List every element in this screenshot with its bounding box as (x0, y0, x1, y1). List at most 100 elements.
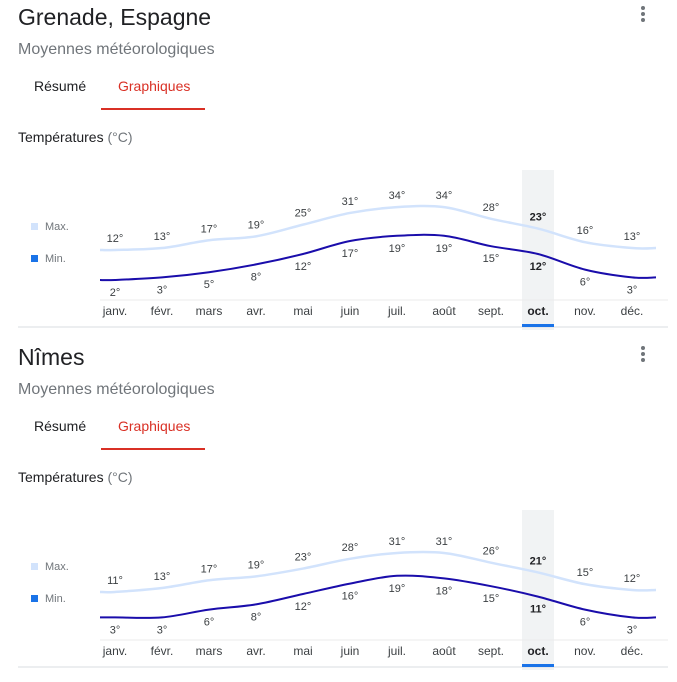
x-tick-label: oct. (527, 304, 548, 318)
data-label-min: 8° (251, 271, 262, 283)
x-tick-label: sept. (478, 304, 504, 318)
card-subtitle: Moyennes météorologiques (18, 381, 215, 398)
legend-label-min: Min. (45, 253, 66, 265)
x-tick-label: mars (196, 644, 223, 658)
data-label-min: 16° (342, 591, 359, 603)
highlight-column (522, 170, 554, 330)
highlight-column (522, 510, 554, 670)
data-label-max: 25° (295, 208, 312, 220)
data-label-min: 15° (483, 593, 500, 605)
x-tick-label: nov. (574, 644, 596, 658)
chart-legend: Max. Min. (31, 561, 69, 605)
x-tick-label: mai (293, 644, 312, 658)
data-label-min: 3° (157, 284, 168, 296)
more-options-icon[interactable] (636, 344, 650, 364)
section-title-unit: (°C) (107, 469, 133, 485)
data-label-max: 19° (248, 219, 265, 231)
x-tick-label: juin (340, 644, 360, 658)
legend-label-max: Max. (45, 221, 69, 233)
data-label-min: 5° (204, 279, 215, 291)
more-options-icon[interactable] (636, 4, 650, 24)
weather-card-nimes: Nîmes Moyennes météorologiques Résumé Gr… (0, 340, 677, 681)
x-tick-label: janv. (102, 304, 127, 318)
x-tick-label: mai (293, 304, 312, 318)
tab-summary[interactable]: Résumé (34, 418, 87, 434)
data-label-min: 3° (627, 284, 638, 296)
data-label-max: 13° (154, 571, 171, 583)
x-tick-label: août (432, 304, 456, 318)
x-tick-label: juin (340, 304, 360, 318)
x-tick-label: sept. (478, 644, 504, 658)
active-tab-indicator (101, 448, 205, 450)
card-title: Grenade, Espagne (18, 4, 212, 30)
data-label-min: 2° (110, 287, 121, 299)
data-label-min: 19° (436, 243, 453, 255)
legend-swatch-max (31, 223, 38, 230)
data-label-max: 15° (577, 567, 594, 579)
legend-label-max: Max. (45, 561, 69, 573)
chart-legend: Max. Min. (31, 221, 69, 265)
data-label-min: 12° (530, 261, 547, 273)
data-label-min: 12° (295, 601, 312, 613)
x-tick-label: juil. (387, 304, 406, 318)
data-label-max: 19° (248, 559, 265, 571)
data-label-max: 12° (107, 233, 124, 245)
series-line-min (99, 574, 657, 619)
data-label-min: 3° (627, 624, 638, 636)
tab-summary[interactable]: Résumé (34, 78, 87, 94)
series-line-max (99, 204, 657, 252)
data-label-max: 13° (624, 231, 641, 243)
data-label-max: 26° (483, 546, 500, 558)
card-subtitle: Moyennes météorologiques (18, 41, 215, 58)
section-title: Températures (°C) (18, 129, 133, 145)
card-title: Nîmes (18, 344, 85, 370)
data-label-max: 17° (201, 223, 218, 235)
x-tick-label: janv. (102, 644, 127, 658)
section-title: Températures (°C) (18, 469, 133, 485)
data-label-min: 15° (483, 253, 500, 265)
tab-charts[interactable]: Graphiques (118, 418, 191, 434)
section-title-unit: (°C) (107, 129, 133, 145)
selected-month-indicator (522, 324, 554, 327)
data-label-min: 11° (530, 604, 546, 616)
legend-swatch-min (31, 595, 38, 602)
data-label-max: 17° (201, 563, 218, 575)
data-label-max: 23° (295, 552, 312, 564)
legend-label-min: Min. (45, 593, 66, 605)
x-tick-label: févr. (151, 304, 174, 318)
x-tick-label: oct. (527, 644, 548, 658)
data-label-max: 23° (530, 212, 547, 224)
x-tick-label: juil. (387, 644, 406, 658)
data-label-max: 11° (107, 575, 123, 587)
data-label-max: 34° (389, 190, 406, 202)
data-label-max: 28° (342, 542, 359, 554)
active-tab-indicator (101, 108, 205, 110)
data-label-max: 28° (483, 202, 500, 214)
selected-month-indicator (522, 664, 554, 667)
series-line-max (99, 550, 657, 594)
data-label-max: 31° (342, 196, 359, 208)
x-tick-label: déc. (621, 644, 644, 658)
tab-charts[interactable]: Graphiques (118, 78, 191, 94)
section-title-text: Températures (18, 469, 104, 485)
x-tick-label: févr. (151, 644, 174, 658)
data-label-min: 17° (342, 248, 359, 260)
x-tick-label: avr. (246, 644, 265, 658)
x-tick-label: nov. (574, 304, 596, 318)
legend-swatch-max (31, 563, 38, 570)
data-label-max: 21° (530, 555, 547, 567)
section-title-text: Températures (18, 129, 104, 145)
data-label-min: 6° (204, 617, 215, 629)
data-label-max: 34° (436, 190, 453, 202)
temperature-chart: Max. Min. 12° 13° 17° 19° 25° 31° 34° 34° 28° 23° 16… (18, 170, 668, 330)
data-label-max: 31° (389, 536, 406, 548)
weather-card-grenade: Grenade, Espagne Moyennes météorologique… (18, 4, 668, 330)
data-label-max: 13° (154, 231, 171, 243)
data-label-min: 18° (436, 585, 453, 597)
data-label-max: 16° (577, 225, 594, 237)
x-tick-label: mars (196, 304, 223, 318)
x-tick-label: avr. (246, 304, 265, 318)
data-label-max: 31° (436, 536, 453, 548)
x-tick-label: août (432, 644, 456, 658)
data-label-min: 19° (389, 583, 406, 595)
